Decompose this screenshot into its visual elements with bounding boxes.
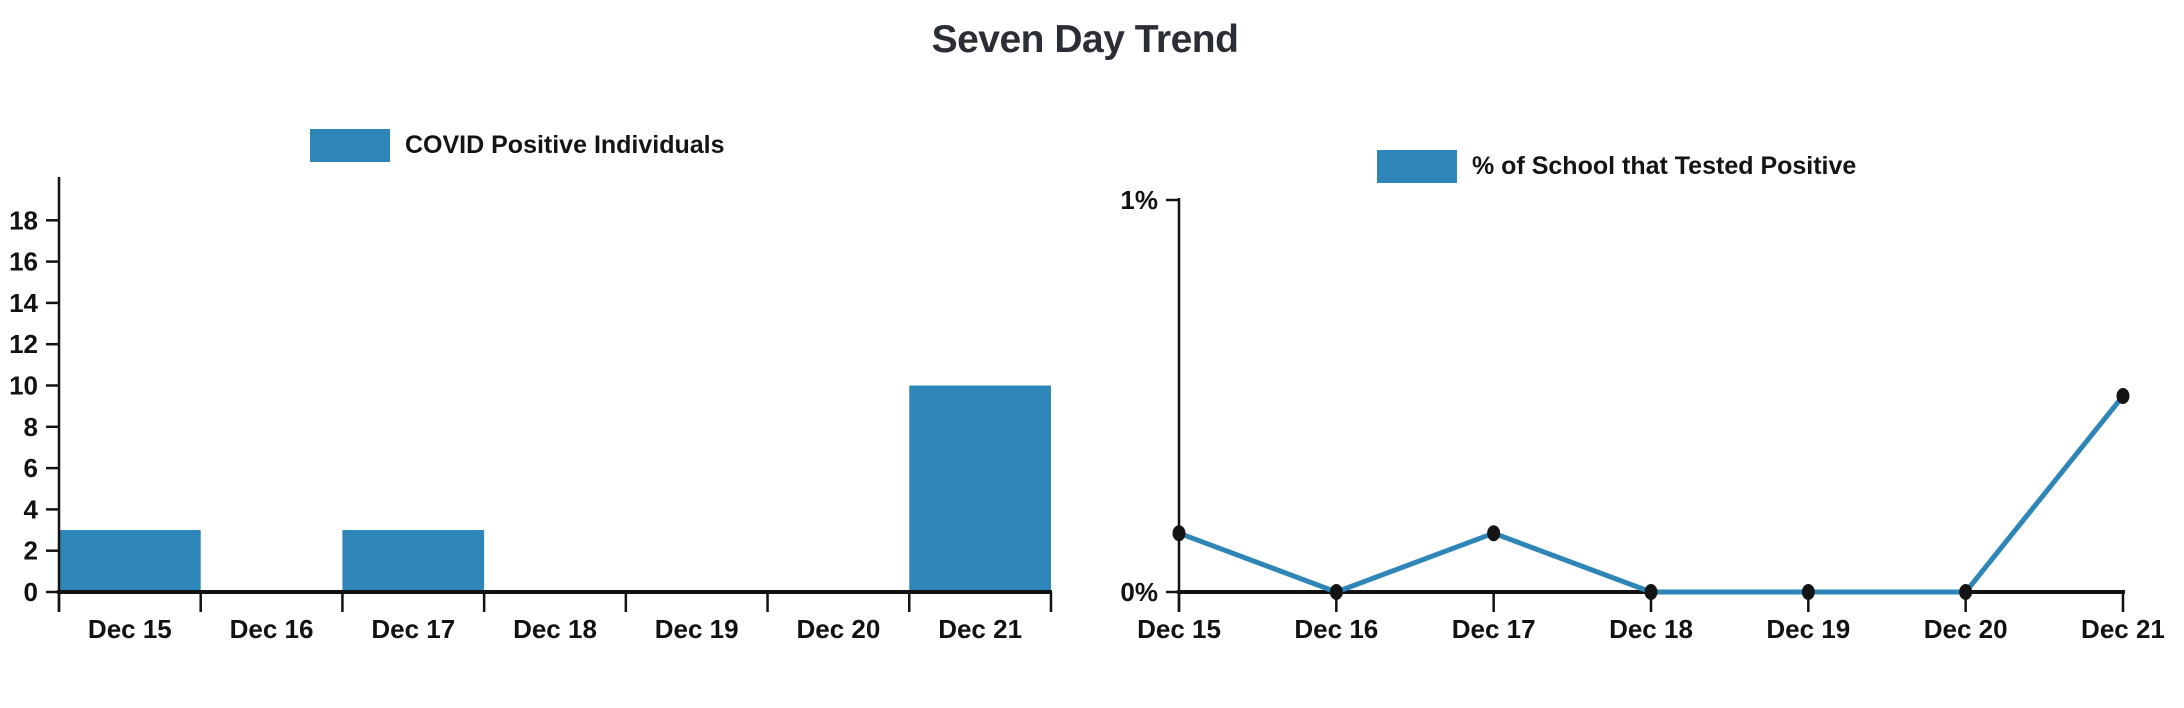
- line-x-label-dec-19: Dec 19: [1766, 614, 1850, 644]
- data-point-dec-16: [1329, 584, 1343, 600]
- bar-dec-17: [342, 530, 485, 592]
- bar-dec-21: [909, 385, 1051, 592]
- line-chart-legend: % of School that Tested Positive: [1377, 150, 1856, 183]
- bar-y-tick-label: 8: [24, 412, 38, 442]
- bar-x-label-dec-21: Dec 21: [938, 614, 1022, 644]
- line-x-label-dec-21: Dec 21: [2081, 614, 2165, 644]
- bar-x-label-dec-15: Dec 15: [88, 614, 172, 644]
- bar-y-tick-label: 2: [24, 536, 38, 566]
- line-x-label-dec-16: Dec 16: [1294, 614, 1378, 644]
- bar-y-tick-label: 10: [9, 371, 38, 401]
- data-point-dec-18: [1644, 584, 1658, 600]
- line-x-label-dec-15: Dec 15: [1137, 614, 1221, 644]
- trend-line: [1176, 393, 2126, 595]
- bar-x-label-dec-18: Dec 18: [513, 614, 597, 644]
- bar-y-tick-label: 4: [24, 494, 39, 524]
- bar-chart-legend: COVID Positive Individuals: [310, 129, 725, 162]
- bar-x-label-dec-19: Dec 19: [655, 614, 739, 644]
- bar-y-tick-label: 14: [9, 288, 38, 318]
- bar-x-label-dec-17: Dec 17: [371, 614, 455, 644]
- data-point-dec-15: [1172, 525, 1186, 542]
- bar-y-tick-label: 18: [9, 205, 38, 235]
- bar-y-tick-label: 12: [9, 329, 38, 359]
- bar-x-label-dec-16: Dec 16: [230, 614, 314, 644]
- line-x-label-dec-20: Dec 20: [1924, 614, 2008, 644]
- data-point-dec-20: [1959, 584, 1973, 600]
- bar-legend-label: COVID Positive Individuals: [405, 131, 725, 159]
- line-y-tick-label: 1%: [1120, 185, 1158, 215]
- line-x-label-dec-18: Dec 18: [1609, 614, 1693, 644]
- bar-legend-swatch: [310, 129, 390, 162]
- bar-dec-15: [59, 530, 201, 592]
- data-point-dec-17: [1487, 525, 1501, 542]
- data-point-dec-19: [1801, 584, 1815, 600]
- bar-y-tick-label: 0: [24, 577, 38, 607]
- page-title: Seven Day Trend: [931, 18, 1239, 61]
- data-point-dec-21: [2116, 388, 2130, 404]
- line-legend-swatch: [1377, 150, 1457, 183]
- line-y-tick-label: 0%: [1120, 577, 1158, 607]
- bar-y-tick-label: 16: [9, 247, 38, 277]
- line-legend-label: % of School that Tested Positive: [1472, 152, 1857, 180]
- bar-x-label-dec-20: Dec 20: [796, 614, 880, 644]
- bar-y-tick-label: 6: [24, 453, 38, 483]
- line-x-label-dec-17: Dec 17: [1452, 614, 1536, 644]
